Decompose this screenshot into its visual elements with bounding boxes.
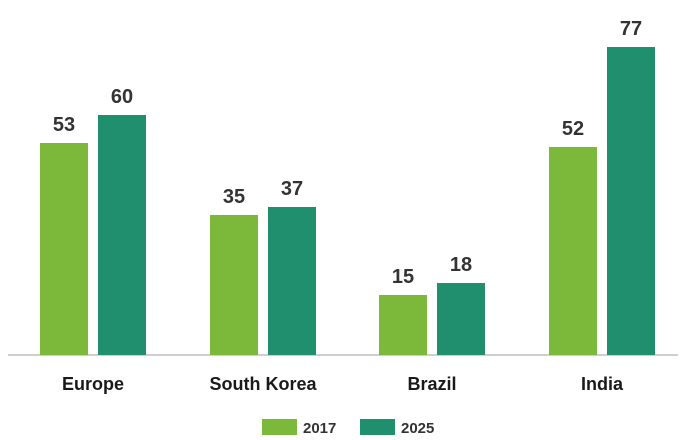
bars-group: 53 60 35 37 15 18 52 77 xyxy=(40,18,655,355)
bar-europe-2025 xyxy=(98,115,146,355)
legend-swatch-2017 xyxy=(262,419,297,435)
data-label-south-korea-2017: 35 xyxy=(223,186,245,208)
legend-label-2017: 2017 xyxy=(303,420,336,437)
legend-swatch-2025 xyxy=(360,419,395,435)
data-label-brazil-2025: 18 xyxy=(450,254,472,276)
bar-south-korea-2017 xyxy=(210,215,258,355)
data-label-europe-2025: 60 xyxy=(111,86,133,108)
data-label-south-korea-2025: 37 xyxy=(281,178,303,200)
data-label-europe-2017: 53 xyxy=(53,114,75,136)
category-label-south-korea: South Korea xyxy=(209,374,317,394)
data-label-india-2017: 52 xyxy=(562,118,584,140)
bar-europe-2017 xyxy=(40,143,88,355)
category-labels: Europe South Korea Brazil India xyxy=(62,374,624,394)
legend: 2017 2025 xyxy=(262,419,434,437)
bar-india-2017 xyxy=(549,147,597,355)
category-label-india: India xyxy=(581,374,624,394)
bar-brazil-2025 xyxy=(437,283,485,355)
bar-brazil-2017 xyxy=(379,295,427,355)
category-label-europe: Europe xyxy=(62,374,124,394)
category-label-brazil: Brazil xyxy=(407,374,456,394)
bar-south-korea-2025 xyxy=(268,207,316,355)
data-label-india-2025: 77 xyxy=(620,18,642,40)
bar-india-2025 xyxy=(607,47,655,355)
legend-label-2025: 2025 xyxy=(401,420,434,437)
data-label-brazil-2017: 15 xyxy=(392,266,414,288)
